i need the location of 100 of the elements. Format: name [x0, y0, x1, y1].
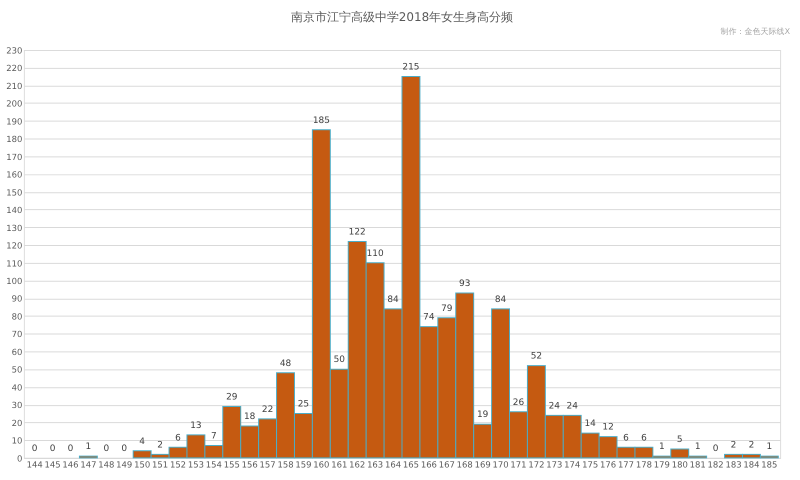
data-label: 215 — [402, 62, 420, 73]
data-label: 0 — [68, 444, 74, 454]
data-label: 18 — [244, 412, 256, 422]
data-label: 26 — [512, 398, 524, 408]
x-tick-label: 164 — [384, 459, 402, 470]
y-tick-label: 20 — [12, 418, 22, 428]
x-tick-label: 185 — [761, 459, 778, 470]
x-tick-label: 157 — [260, 459, 276, 470]
y-tick-label: 80 — [12, 311, 22, 322]
x-tick-label: 159 — [295, 459, 312, 470]
x-tick-label: 177 — [618, 459, 634, 470]
data-label: 110 — [366, 248, 384, 259]
x-tick-label: 181 — [690, 459, 706, 470]
y-tick-label: 160 — [6, 170, 22, 180]
x-tick-label: 183 — [725, 459, 742, 470]
y-tick-label: 230 — [6, 45, 22, 56]
y-tick-label: 130 — [6, 222, 22, 233]
y-tick-label: 170 — [6, 152, 22, 162]
x-tick-label: 158 — [277, 459, 294, 470]
data-label: 13 — [190, 420, 202, 431]
y-tick-label: 90 — [12, 294, 22, 304]
x-tick-label: 166 — [420, 459, 437, 470]
x-tick-label: 167 — [438, 459, 455, 470]
data-label: 6 — [623, 433, 630, 444]
data-label: 24 — [566, 401, 578, 412]
x-tick-label: 150 — [134, 459, 150, 470]
data-label: 93 — [459, 278, 470, 289]
y-tick-label: 200 — [6, 98, 22, 109]
data-label: 79 — [441, 304, 453, 314]
chart-title: 南京市江宁高级中学2018年女生身高分频 — [290, 10, 514, 24]
data-label: 1 — [86, 442, 92, 452]
x-tick-label: 174 — [564, 459, 580, 470]
y-tick-label: 0 — [17, 453, 22, 464]
data-label: 19 — [476, 410, 489, 420]
data-label: 29 — [226, 392, 238, 402]
y-tick-label: 220 — [6, 63, 22, 74]
x-tick-label: 146 — [62, 459, 79, 470]
x-tick-label: 153 — [188, 459, 204, 470]
y-tick-label: 150 — [6, 187, 22, 198]
data-label: 0 — [712, 444, 719, 454]
data-label: 84 — [387, 294, 400, 305]
x-tick-label: 161 — [331, 459, 348, 470]
data-label: 0 — [50, 444, 56, 454]
data-label: 50 — [334, 355, 346, 366]
y-tick-label: 40 — [12, 382, 22, 392]
data-label: 0 — [103, 444, 110, 454]
x-tick-label: 169 — [474, 459, 491, 470]
y-tick-label: 60 — [12, 346, 22, 357]
x-tick-label: 180 — [672, 459, 688, 470]
x-tick-label: 175 — [582, 459, 598, 470]
x-tick-label: 173 — [546, 459, 562, 470]
x-tick-label: 182 — [708, 459, 724, 470]
y-tick-label: 110 — [6, 258, 22, 268]
data-label: 1 — [766, 442, 772, 452]
x-tick-label: 172 — [528, 459, 544, 470]
x-tick-label: 178 — [636, 459, 652, 470]
x-tick-label: 144 — [26, 459, 43, 470]
x-tick-label: 170 — [492, 459, 509, 470]
data-label: 4 — [139, 436, 146, 447]
data-label: 25 — [298, 400, 310, 410]
x-tick-label: 179 — [654, 459, 670, 470]
x-tick-label: 162 — [349, 459, 366, 470]
text: 制作：金色天际线X — [720, 27, 791, 36]
x-tick-label: 155 — [224, 459, 240, 470]
data-label: 74 — [423, 312, 435, 323]
data-label: 2 — [157, 440, 163, 450]
data-label: 0 — [32, 444, 38, 454]
data-label: 14 — [584, 419, 596, 430]
x-tick-label: 147 — [80, 459, 96, 470]
data-label: 185 — [312, 116, 330, 126]
y-tick-label: 120 — [6, 240, 22, 251]
x-tick-label: 171 — [510, 459, 527, 470]
x-tick-label: 152 — [170, 459, 186, 470]
data-label: 1 — [658, 442, 665, 452]
data-label: 48 — [280, 358, 292, 369]
y-tick-label: 190 — [6, 116, 22, 126]
data-label: 52 — [530, 352, 542, 362]
data-label: 7 — [210, 432, 217, 442]
data-label: 12 — [602, 422, 614, 433]
x-tick-label: 176 — [600, 459, 616, 470]
x-tick-label: 163 — [367, 459, 384, 470]
x-tick-label: 149 — [116, 459, 132, 470]
x-tick-label: 154 — [206, 459, 222, 470]
x-tick-label: 165 — [402, 459, 420, 470]
data-label: 0 — [121, 444, 128, 454]
x-tick-label: 151 — [152, 459, 168, 470]
data-label: 1 — [694, 442, 701, 452]
data-label: 5 — [676, 435, 683, 446]
data-label: 22 — [262, 404, 274, 415]
y-tick-label: 210 — [6, 80, 22, 91]
x-tick-label: 168 — [456, 459, 473, 470]
data-label: 24 — [548, 401, 560, 412]
x-tick-label: 184 — [743, 459, 760, 470]
data-label: 6 — [641, 433, 648, 444]
y-tick-label: 50 — [12, 364, 22, 375]
y-tick-label: 10 — [12, 436, 22, 446]
data-label: 2 — [730, 440, 736, 450]
y-tick-label: 30 — [12, 400, 22, 410]
x-tick-label: 145 — [44, 459, 61, 470]
data-label: 122 — [348, 228, 366, 238]
